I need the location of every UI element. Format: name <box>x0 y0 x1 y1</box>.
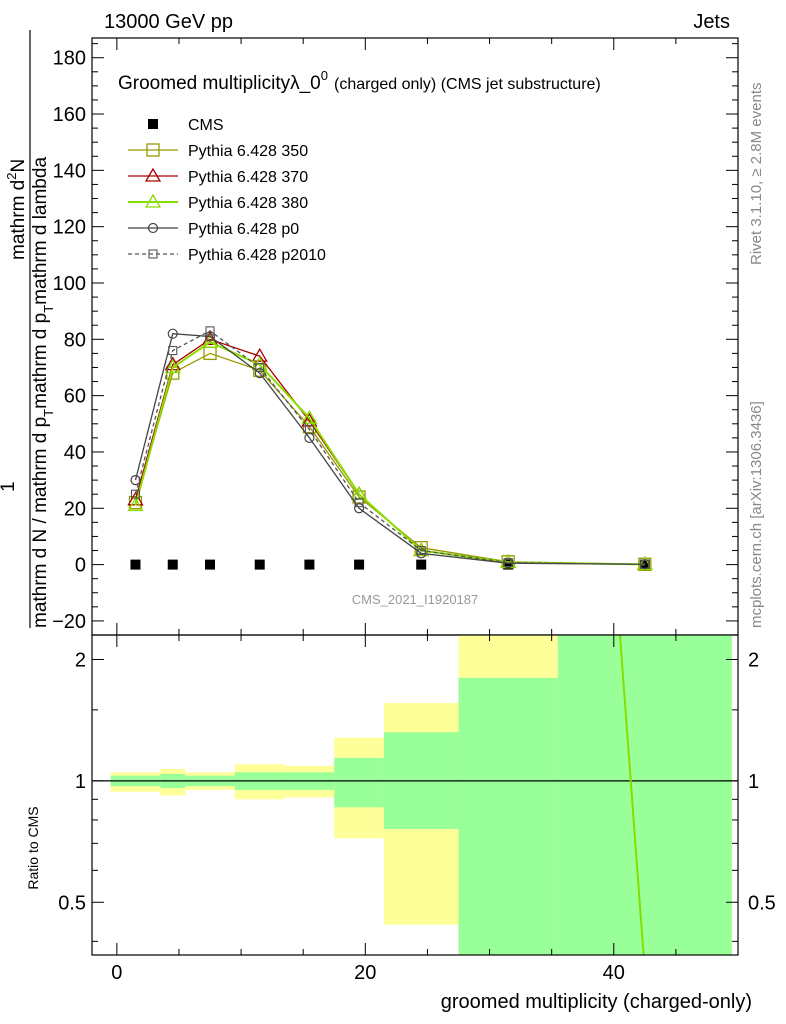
data-point <box>304 559 315 570</box>
ratio-ylabel: Ratio to CMS <box>25 806 41 889</box>
series-line-4 <box>134 332 645 565</box>
legend-label: Pythia 6.428 370 <box>188 169 308 186</box>
ylabel-prefix: 1 <box>0 481 19 492</box>
data-point <box>350 485 368 500</box>
main-ytick-label: 60 <box>64 386 86 408</box>
legend-label: Pythia 6.428 p0 <box>188 221 299 238</box>
main-ytick-label: 120 <box>53 217 86 239</box>
series-line-1 <box>134 352 645 565</box>
ylabel-denominator: mathrm d N / mathrm d pTmathrm d pTmathr… <box>30 157 56 628</box>
data-point <box>416 545 426 556</box>
main-ytick-label: 160 <box>53 104 86 126</box>
plot-title: Groomed multiplicityλ_00(charged only) (… <box>118 68 601 94</box>
legend-marker <box>144 167 162 182</box>
main-ytick-label: −20 <box>52 611 86 633</box>
ratio-line-p380 <box>618 634 645 956</box>
header-right: Jets <box>693 11 730 33</box>
main-ytick-label: 20 <box>64 498 86 520</box>
data-point <box>164 359 181 374</box>
x-axis-label: groomed multiplicity (charged-only) <box>441 991 752 1013</box>
ratio-axis-ticks: 0.5 0.51 12 20 20 40 <box>58 635 776 984</box>
legend-marker <box>147 222 159 234</box>
data-point <box>354 559 365 570</box>
data-point <box>130 475 141 486</box>
header-left: 13000 GeV pp <box>104 11 233 33</box>
legend-label: Pythia 6.428 350 <box>188 143 308 160</box>
ratio-ytick-label-right: 0.5 <box>748 892 776 914</box>
legend-marker <box>148 119 158 129</box>
data-point <box>354 498 364 508</box>
ratio-ytick-label: 2 <box>75 649 86 671</box>
data-point <box>301 409 318 424</box>
series-0 <box>130 559 650 570</box>
legend-marker <box>144 193 162 208</box>
watermark: CMS_2021_I1920187 <box>352 592 479 607</box>
main-axis-ticks: −20 0 20 40 60 80 100 120 140 160 180 <box>52 38 739 635</box>
ratio-ytick-label-right: 2 <box>748 649 759 671</box>
data-point <box>416 559 427 570</box>
side-label-top: Rivet 3.1.10, ≥ 2.8M events <box>748 83 765 266</box>
side-label-bottom: mcplots.cern.ch [arXiv:1306.3436] <box>748 401 765 628</box>
data-point <box>205 326 215 336</box>
main-ytick-label: 40 <box>64 442 86 464</box>
data-point <box>205 559 216 570</box>
ratio-xtick-label: 20 <box>354 962 376 984</box>
ylabel-numerator: mathrm d2N <box>4 159 29 260</box>
main-ytick-label: 0 <box>75 555 86 577</box>
ratio-band-green <box>557 635 732 955</box>
ratio-ytick-label-right: 1 <box>748 771 759 793</box>
series-1 <box>128 346 652 571</box>
ratio-plot-frame <box>91 634 739 956</box>
data-point <box>255 362 265 373</box>
data-point <box>254 559 265 570</box>
ratio-ytick-label: 1 <box>75 771 86 793</box>
legend-label: CMS <box>188 117 224 134</box>
ratio-ytick-label: 0.5 <box>58 892 86 914</box>
series-line-5 <box>134 330 645 565</box>
data-point <box>130 489 141 499</box>
data-point <box>353 503 365 514</box>
main-ytick-label: 140 <box>53 160 86 182</box>
data-point <box>167 328 178 339</box>
series-5 <box>130 326 650 569</box>
data-point <box>640 559 650 569</box>
legend-marker <box>148 249 158 259</box>
legend-label: Pythia 6.428 380 <box>188 195 308 212</box>
ratio-band-green <box>334 757 384 808</box>
legend-marker <box>146 143 160 157</box>
data-point <box>639 559 650 570</box>
main-ylabel: mathrm d2N 1 mathrm d N / mathrm d pTmat… <box>0 30 56 628</box>
series-2 <box>127 331 653 570</box>
series-3 <box>127 333 653 570</box>
data-point <box>503 558 513 568</box>
data-point <box>127 497 144 512</box>
data-point <box>167 559 178 570</box>
legend-label: Pythia 6.428 p2010 <box>188 247 326 264</box>
data-point <box>168 346 178 356</box>
main-series-group <box>127 326 653 571</box>
ratio-band-green <box>458 677 558 955</box>
main-plot: −20 0 20 40 60 80 100 120 140 160 180 CMS_2021_I19… <box>52 37 739 636</box>
ratio-plot: 0.5 0.51 12 20 20 40 <box>58 634 776 984</box>
data-point <box>503 559 514 570</box>
data-point <box>130 559 141 570</box>
data-point <box>301 412 318 427</box>
data-point <box>201 333 219 348</box>
ratio-xtick-label: 40 <box>603 962 625 984</box>
ratio-bands <box>92 634 738 956</box>
data-point <box>304 424 314 434</box>
series-4 <box>130 328 650 570</box>
main-ytick-label: 180 <box>53 48 86 70</box>
main-ytick-label: 80 <box>64 329 86 351</box>
data-point <box>204 331 216 342</box>
main-ytick-label: 100 <box>53 273 86 295</box>
ratio-xtick-label: 0 <box>111 962 122 984</box>
title-text: Groomed multiplicityλ_00(charged only) (… <box>118 68 601 94</box>
data-point <box>251 347 268 362</box>
series-line-3 <box>134 340 645 566</box>
legend: CMS Pythia 6.428 350 Pythia 6.428 370 Pythi… <box>128 117 326 264</box>
